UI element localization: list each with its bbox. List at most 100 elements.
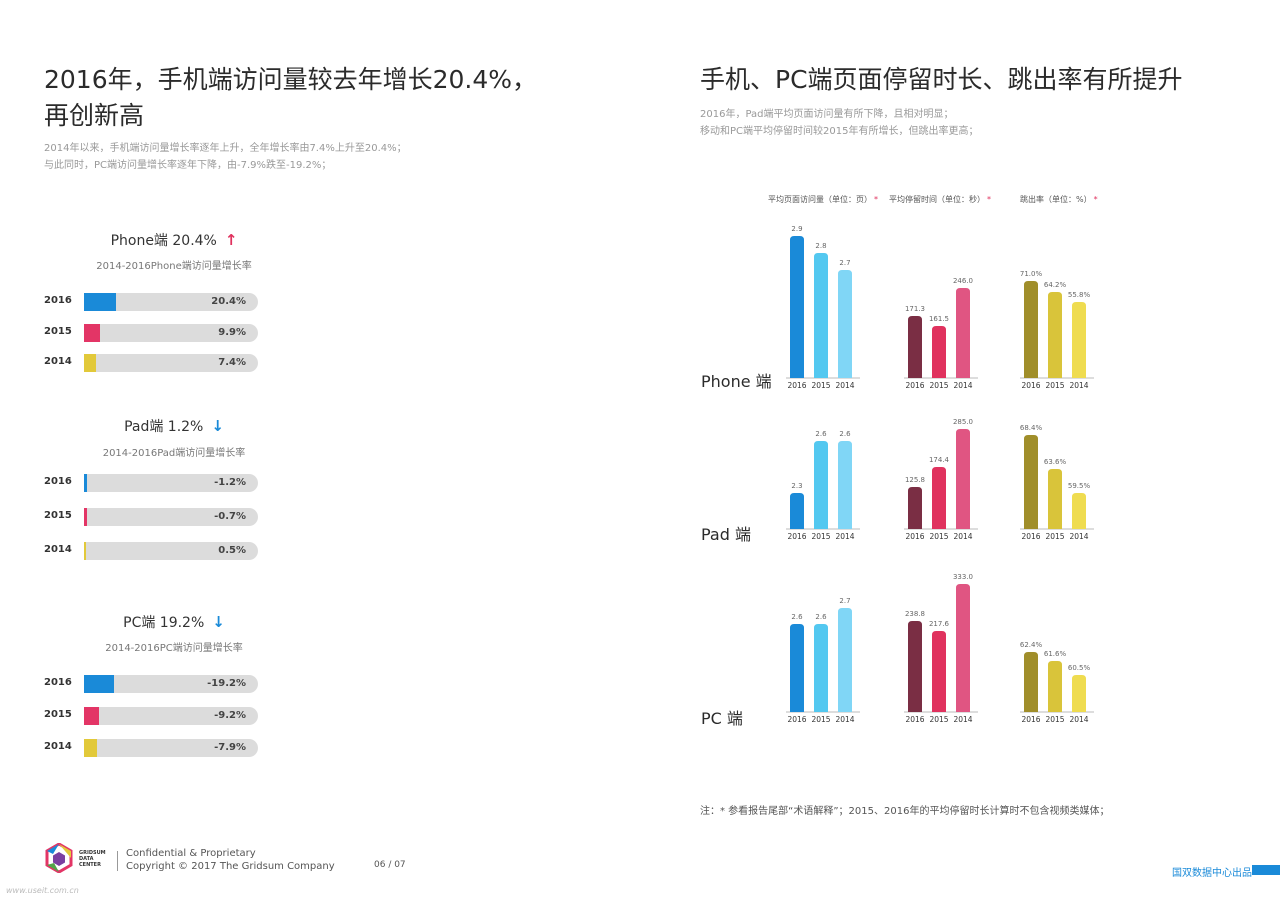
hbar-fill (84, 508, 87, 526)
pad-visits-tick-2014: 2014 (835, 532, 854, 541)
right-desc-line2: 移动和PC端平均停留时间较2015年有所增长，但跳出率更高； (700, 126, 979, 137)
pc-bounce-bar-2015 (1048, 661, 1062, 712)
pad-bounce-value-2016: 68.4% (1020, 424, 1043, 432)
hbar-year-label: 2014 (44, 741, 72, 752)
phone-growth-row-2015: 2015 9.9% (44, 324, 264, 342)
row-label-pad: Pad 端 (701, 525, 751, 544)
left-title-line1: 2016年，手机端访问量较去年增长20.4%， (44, 65, 538, 94)
pc-visits-bar-2014 (838, 608, 852, 712)
pad-growth-row-2016: 2016 -1.2% (44, 474, 264, 492)
pc-bounce-tick-2016: 2016 (1021, 715, 1040, 724)
legend-bounce-label: 跳出率（单位：%） (1020, 195, 1092, 204)
legend-duration-label: 平均停留时间（单位：秒） (889, 195, 985, 204)
pad-bounce-bar-2015 (1048, 469, 1062, 529)
pad-duration-tick-2016: 2016 (905, 532, 924, 541)
hbar-track: 20.4% (84, 293, 258, 311)
hbar-fill (84, 707, 100, 725)
hbar-fill (84, 293, 116, 311)
legend-visits: 平均页面访问量（单位：页） * (768, 194, 878, 205)
left-desc-line1: 2014年以来，手机端访问量增长率逐年上升，全年增长率由7.4%上升至20.4%… (44, 143, 407, 154)
phone-visits-bar-2015 (814, 253, 828, 378)
phone-bounce-tick-2014: 2014 (1069, 381, 1088, 390)
pc-growth-subtitle: 2014-2016PC端访问量增长率 (105, 643, 243, 654)
pad-duration-tick-2014: 2014 (953, 532, 972, 541)
pad-visits-value-2016: 2.3 (791, 482, 802, 490)
pad-visits-value-2014: 2.6 (839, 430, 851, 438)
pc-duration-value-2015: 217.6 (929, 620, 950, 628)
pad-growth-title: Pad端 1.2% (124, 419, 204, 435)
pc-duration-tick-2015: 2015 (929, 715, 948, 724)
pc-visits-value-2014: 2.7 (839, 597, 850, 605)
phone-growth-row-2014: 2014 7.4% (44, 354, 264, 372)
pad-growth-row-2014: 2014 0.5% (44, 542, 264, 560)
hbar-value-label: -0.7% (214, 511, 246, 522)
pc-growth-header: PC端 19.2% ↓ (44, 612, 304, 632)
hbar-value-label: 7.4% (218, 357, 246, 368)
pad-visits-tick-2015: 2015 (811, 532, 830, 541)
pad-visits-value-2015: 2.6 (815, 430, 827, 438)
phone-bounce-bar-2016 (1024, 281, 1038, 378)
logo-word-2: DATA (79, 856, 94, 862)
pc-duration-value-2016: 238.8 (905, 610, 925, 618)
hbar-track: 9.9% (84, 324, 258, 342)
phone-duration-bar-2015 (932, 326, 946, 378)
legend-bounce-star: * (1093, 195, 1098, 204)
legend-duration: 平均停留时间（单位：秒） * (889, 194, 991, 205)
hbar-track: -0.7% (84, 508, 258, 526)
hbar-fill (84, 324, 101, 342)
hbar-year-label: 2014 (44, 356, 72, 367)
pad-visits-tick-2016: 2016 (787, 532, 806, 541)
pc-visits-bar-2015 (814, 624, 828, 712)
row-label-pc: PC 端 (701, 709, 743, 728)
phone-visits-value-2014: 2.7 (839, 259, 850, 267)
pad-bounce-tick-2015: 2015 (1045, 532, 1064, 541)
phone-growth-title: Phone端 20.4% (110, 233, 217, 249)
phone-growth-row-2016: 2016 20.4% (44, 293, 264, 311)
logo-word-1: GRIDSUM (79, 850, 106, 856)
phone-bounce-tick-2015: 2015 (1045, 381, 1064, 390)
hbar-track: -19.2% (84, 675, 258, 693)
brand-label: 国双数据中心出品 (1172, 868, 1252, 879)
footer-line2: Copyright © 2017 The Gridsum Company (126, 861, 335, 872)
hbar-fill (84, 474, 88, 492)
hbar-track: -7.9% (84, 739, 258, 757)
pc-visits-value-2016: 2.6 (791, 613, 803, 621)
right-title: 手机、PC端页面停留时长、跳出率有所提升 (700, 65, 1183, 94)
phone-bounce-value-2015: 64.2% (1044, 281, 1067, 289)
pad-visits-bar-2016 (790, 493, 804, 529)
pc-bounce-tick-2014: 2014 (1069, 715, 1088, 724)
pc-visits-tick-2016: 2016 (787, 715, 806, 724)
hbar-value-label: -9.2% (214, 710, 246, 721)
right-desc-line1: 2016年，Pad端平均页面访问量有所下降，且相对明显； (700, 109, 954, 120)
phone-visits-tick-2016: 2016 (787, 381, 806, 390)
page-number: 06 / 07 (374, 860, 406, 870)
phone-duration-value-2014: 246.0 (953, 277, 973, 285)
hbar-track: 7.4% (84, 354, 258, 372)
left-description: 2014年以来，手机端访问量增长率逐年上升，全年增长率由7.4%上升至20.4%… (44, 140, 644, 174)
pad-duration-bar-2014 (956, 429, 970, 529)
pad-duration-value-2014: 285.0 (953, 418, 973, 426)
pc-growth-row-2016: 2016 -19.2% (44, 675, 264, 693)
pc-visits-tick-2014: 2014 (835, 715, 854, 724)
pad-bounce-bar-2016 (1024, 435, 1038, 529)
phone-bounce-value-2014: 55.8% (1068, 291, 1091, 299)
hbar-fill (84, 675, 114, 693)
arrow-up-icon: ↑ (224, 231, 238, 249)
legend-duration-star: * (987, 195, 991, 204)
pc-duration-bar-2014 (956, 584, 970, 712)
brand-bar (1252, 865, 1280, 875)
hbar-fill (84, 354, 97, 372)
phone-bounce-bar-2015 (1048, 292, 1062, 378)
pc-growth-row-2015: 2015 -9.2% (44, 707, 264, 725)
pad-duration-tick-2015: 2015 (929, 532, 948, 541)
row-label-phone: Phone 端 (701, 372, 772, 391)
phone-growth-subtitle: 2014-2016Phone端访问量增长率 (96, 261, 252, 272)
hbar-year-label: 2016 (44, 677, 72, 688)
pad-visits-bar-2014 (838, 441, 852, 529)
pad-growth-header: Pad端 1.2% ↓ (44, 416, 304, 436)
phone-visits-tick-2014: 2014 (835, 381, 854, 390)
hbar-year-label: 2014 (44, 544, 72, 555)
pc-bounce-tick-2015: 2015 (1045, 715, 1064, 724)
pc-duration-value-2014: 333.0 (953, 573, 973, 581)
